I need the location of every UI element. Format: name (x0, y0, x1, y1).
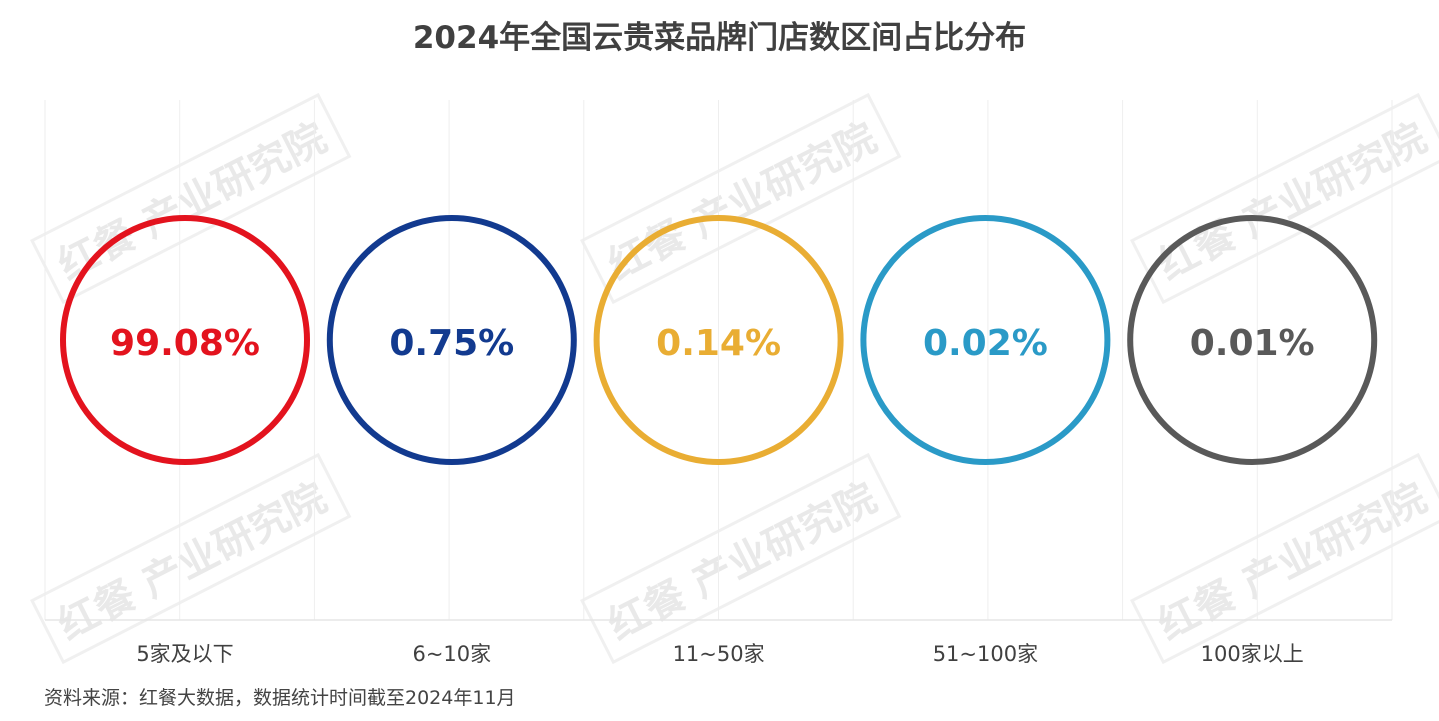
data-label: 0.14% (656, 323, 781, 364)
percent-circle (860, 215, 1111, 465)
chart-title: 2024年全国云贵菜品牌门店数区间占比分布 (412, 20, 1027, 56)
category-label: 51~100家 (933, 642, 1038, 666)
source-note: 资料来源：红餐大数据，数据统计时间截至2024年11月 (44, 687, 516, 709)
percent-circle (60, 215, 310, 465)
percent-circle (1127, 215, 1378, 465)
data-label: 0.02% (923, 323, 1048, 364)
category-label: 6~10家 (412, 642, 491, 666)
data-label: 0.01% (1190, 323, 1315, 364)
category-label: 11~50家 (673, 642, 765, 666)
category-label: 5家及以下 (136, 642, 233, 666)
data-label: 99.08% (110, 323, 260, 364)
data-label: 0.75% (389, 323, 514, 364)
percent-circle (326, 215, 577, 465)
category-label: 100家以上 (1201, 642, 1304, 666)
percent-circle (593, 215, 844, 465)
